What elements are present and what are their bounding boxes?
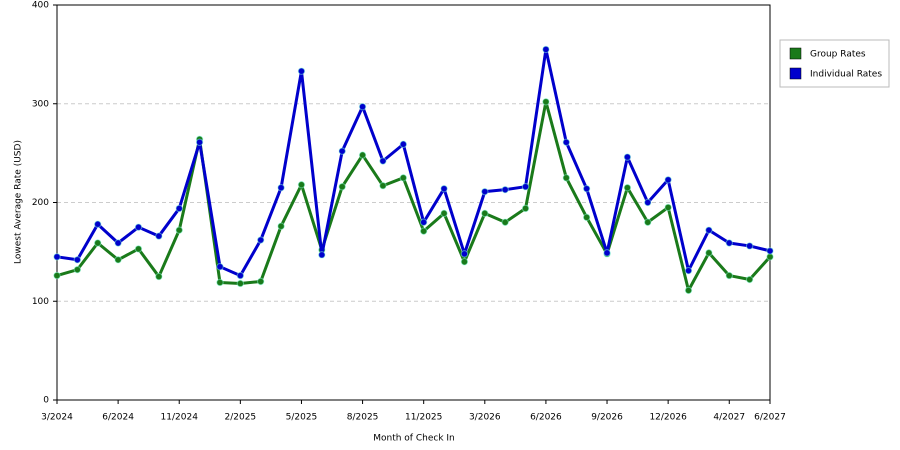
y-tick-label: 200 bbox=[32, 198, 49, 208]
x-tick-label: 3/2024 bbox=[41, 413, 73, 423]
data-point bbox=[318, 251, 326, 259]
data-point bbox=[440, 184, 448, 193]
x-tick-label: 11/2025 bbox=[405, 413, 442, 423]
data-point bbox=[175, 204, 183, 213]
y-tick-label: 0 bbox=[43, 396, 49, 406]
data-point bbox=[582, 213, 591, 222]
data-point bbox=[399, 174, 408, 182]
data-point bbox=[562, 138, 570, 146]
data-point bbox=[155, 232, 163, 240]
data-point bbox=[297, 67, 306, 75]
data-point bbox=[277, 222, 285, 230]
y-tick-label: 100 bbox=[32, 297, 49, 307]
data-point bbox=[195, 138, 204, 146]
data-point bbox=[73, 265, 82, 274]
data-point bbox=[236, 279, 245, 288]
data-point bbox=[419, 218, 428, 226]
data-point bbox=[114, 256, 122, 264]
data-point bbox=[379, 182, 387, 190]
data-point bbox=[358, 103, 367, 111]
data-point bbox=[603, 249, 611, 257]
data-point bbox=[440, 209, 448, 218]
data-point bbox=[155, 272, 163, 281]
data-point bbox=[745, 275, 754, 284]
legend-swatch bbox=[789, 67, 802, 80]
legend-label: Individual Rates bbox=[810, 70, 882, 80]
series-line bbox=[56, 100, 772, 292]
x-tick-label: 12/2026 bbox=[649, 413, 687, 423]
x-tick-label: 3/2026 bbox=[469, 413, 501, 423]
data-point bbox=[582, 184, 591, 193]
plot-frame bbox=[56, 4, 771, 401]
data-point bbox=[766, 247, 774, 255]
data-point bbox=[257, 277, 265, 286]
x-tick-label: 5/2025 bbox=[286, 413, 318, 423]
data-point bbox=[358, 151, 367, 159]
data-point bbox=[257, 236, 265, 244]
data-point bbox=[460, 258, 469, 266]
data-point bbox=[481, 209, 489, 218]
x-axis-title: Month of Check In bbox=[373, 434, 455, 444]
data-point bbox=[297, 181, 306, 189]
series-line bbox=[56, 47, 771, 278]
y-axis-title: Lowest Average Rate (USD) bbox=[14, 140, 24, 264]
data-point bbox=[94, 220, 102, 228]
data-point bbox=[542, 98, 550, 106]
data-point bbox=[664, 203, 672, 212]
legend-box bbox=[779, 39, 890, 88]
data-point bbox=[562, 174, 570, 182]
y-tick-label: 400 bbox=[32, 1, 49, 11]
x-tick-label: 9/2026 bbox=[591, 413, 623, 423]
data-point bbox=[725, 271, 733, 280]
data-point bbox=[623, 153, 632, 161]
legend-swatch bbox=[789, 47, 802, 60]
x-tick-label: 6/2024 bbox=[102, 413, 134, 423]
data-point bbox=[338, 147, 346, 155]
x-tick-label: 6/2027 bbox=[754, 413, 786, 423]
x-tick-label: 11/2024 bbox=[161, 413, 199, 423]
x-tick-label: 4/2027 bbox=[713, 413, 745, 423]
data-point bbox=[542, 45, 550, 54]
x-tick-label: 2/2025 bbox=[225, 413, 257, 423]
x-tick-label: 6/2026 bbox=[530, 413, 562, 423]
data-point bbox=[644, 198, 652, 207]
data-point bbox=[379, 157, 387, 165]
data-point bbox=[501, 218, 509, 226]
data-point bbox=[94, 239, 102, 247]
data-point bbox=[419, 227, 428, 235]
x-tick-label: 8/2025 bbox=[347, 413, 379, 423]
data-point bbox=[684, 286, 693, 295]
data-point bbox=[73, 256, 82, 264]
data-point bbox=[481, 187, 489, 196]
data-point bbox=[745, 242, 754, 250]
data-point bbox=[521, 204, 530, 213]
data-point bbox=[725, 239, 733, 247]
data-point bbox=[521, 183, 530, 191]
data-point bbox=[705, 226, 713, 234]
data-point bbox=[236, 271, 245, 280]
data-point bbox=[705, 249, 713, 257]
data-point bbox=[644, 218, 652, 226]
data-point bbox=[114, 239, 122, 247]
data-point bbox=[277, 183, 285, 192]
data-point bbox=[460, 250, 469, 258]
data-point bbox=[175, 226, 183, 234]
data-point bbox=[338, 183, 346, 191]
y-tick-label: 300 bbox=[32, 99, 49, 109]
data-point bbox=[664, 176, 672, 184]
data-point bbox=[134, 223, 143, 231]
data-point bbox=[623, 183, 632, 192]
data-point bbox=[216, 262, 224, 271]
data-point bbox=[399, 140, 408, 148]
data-point bbox=[53, 271, 61, 280]
legend-label: Group Rates bbox=[810, 50, 866, 60]
data-point bbox=[684, 266, 693, 275]
data-point bbox=[216, 278, 224, 287]
data-point bbox=[134, 245, 143, 253]
data-point bbox=[501, 185, 509, 194]
data-point bbox=[53, 253, 61, 261]
